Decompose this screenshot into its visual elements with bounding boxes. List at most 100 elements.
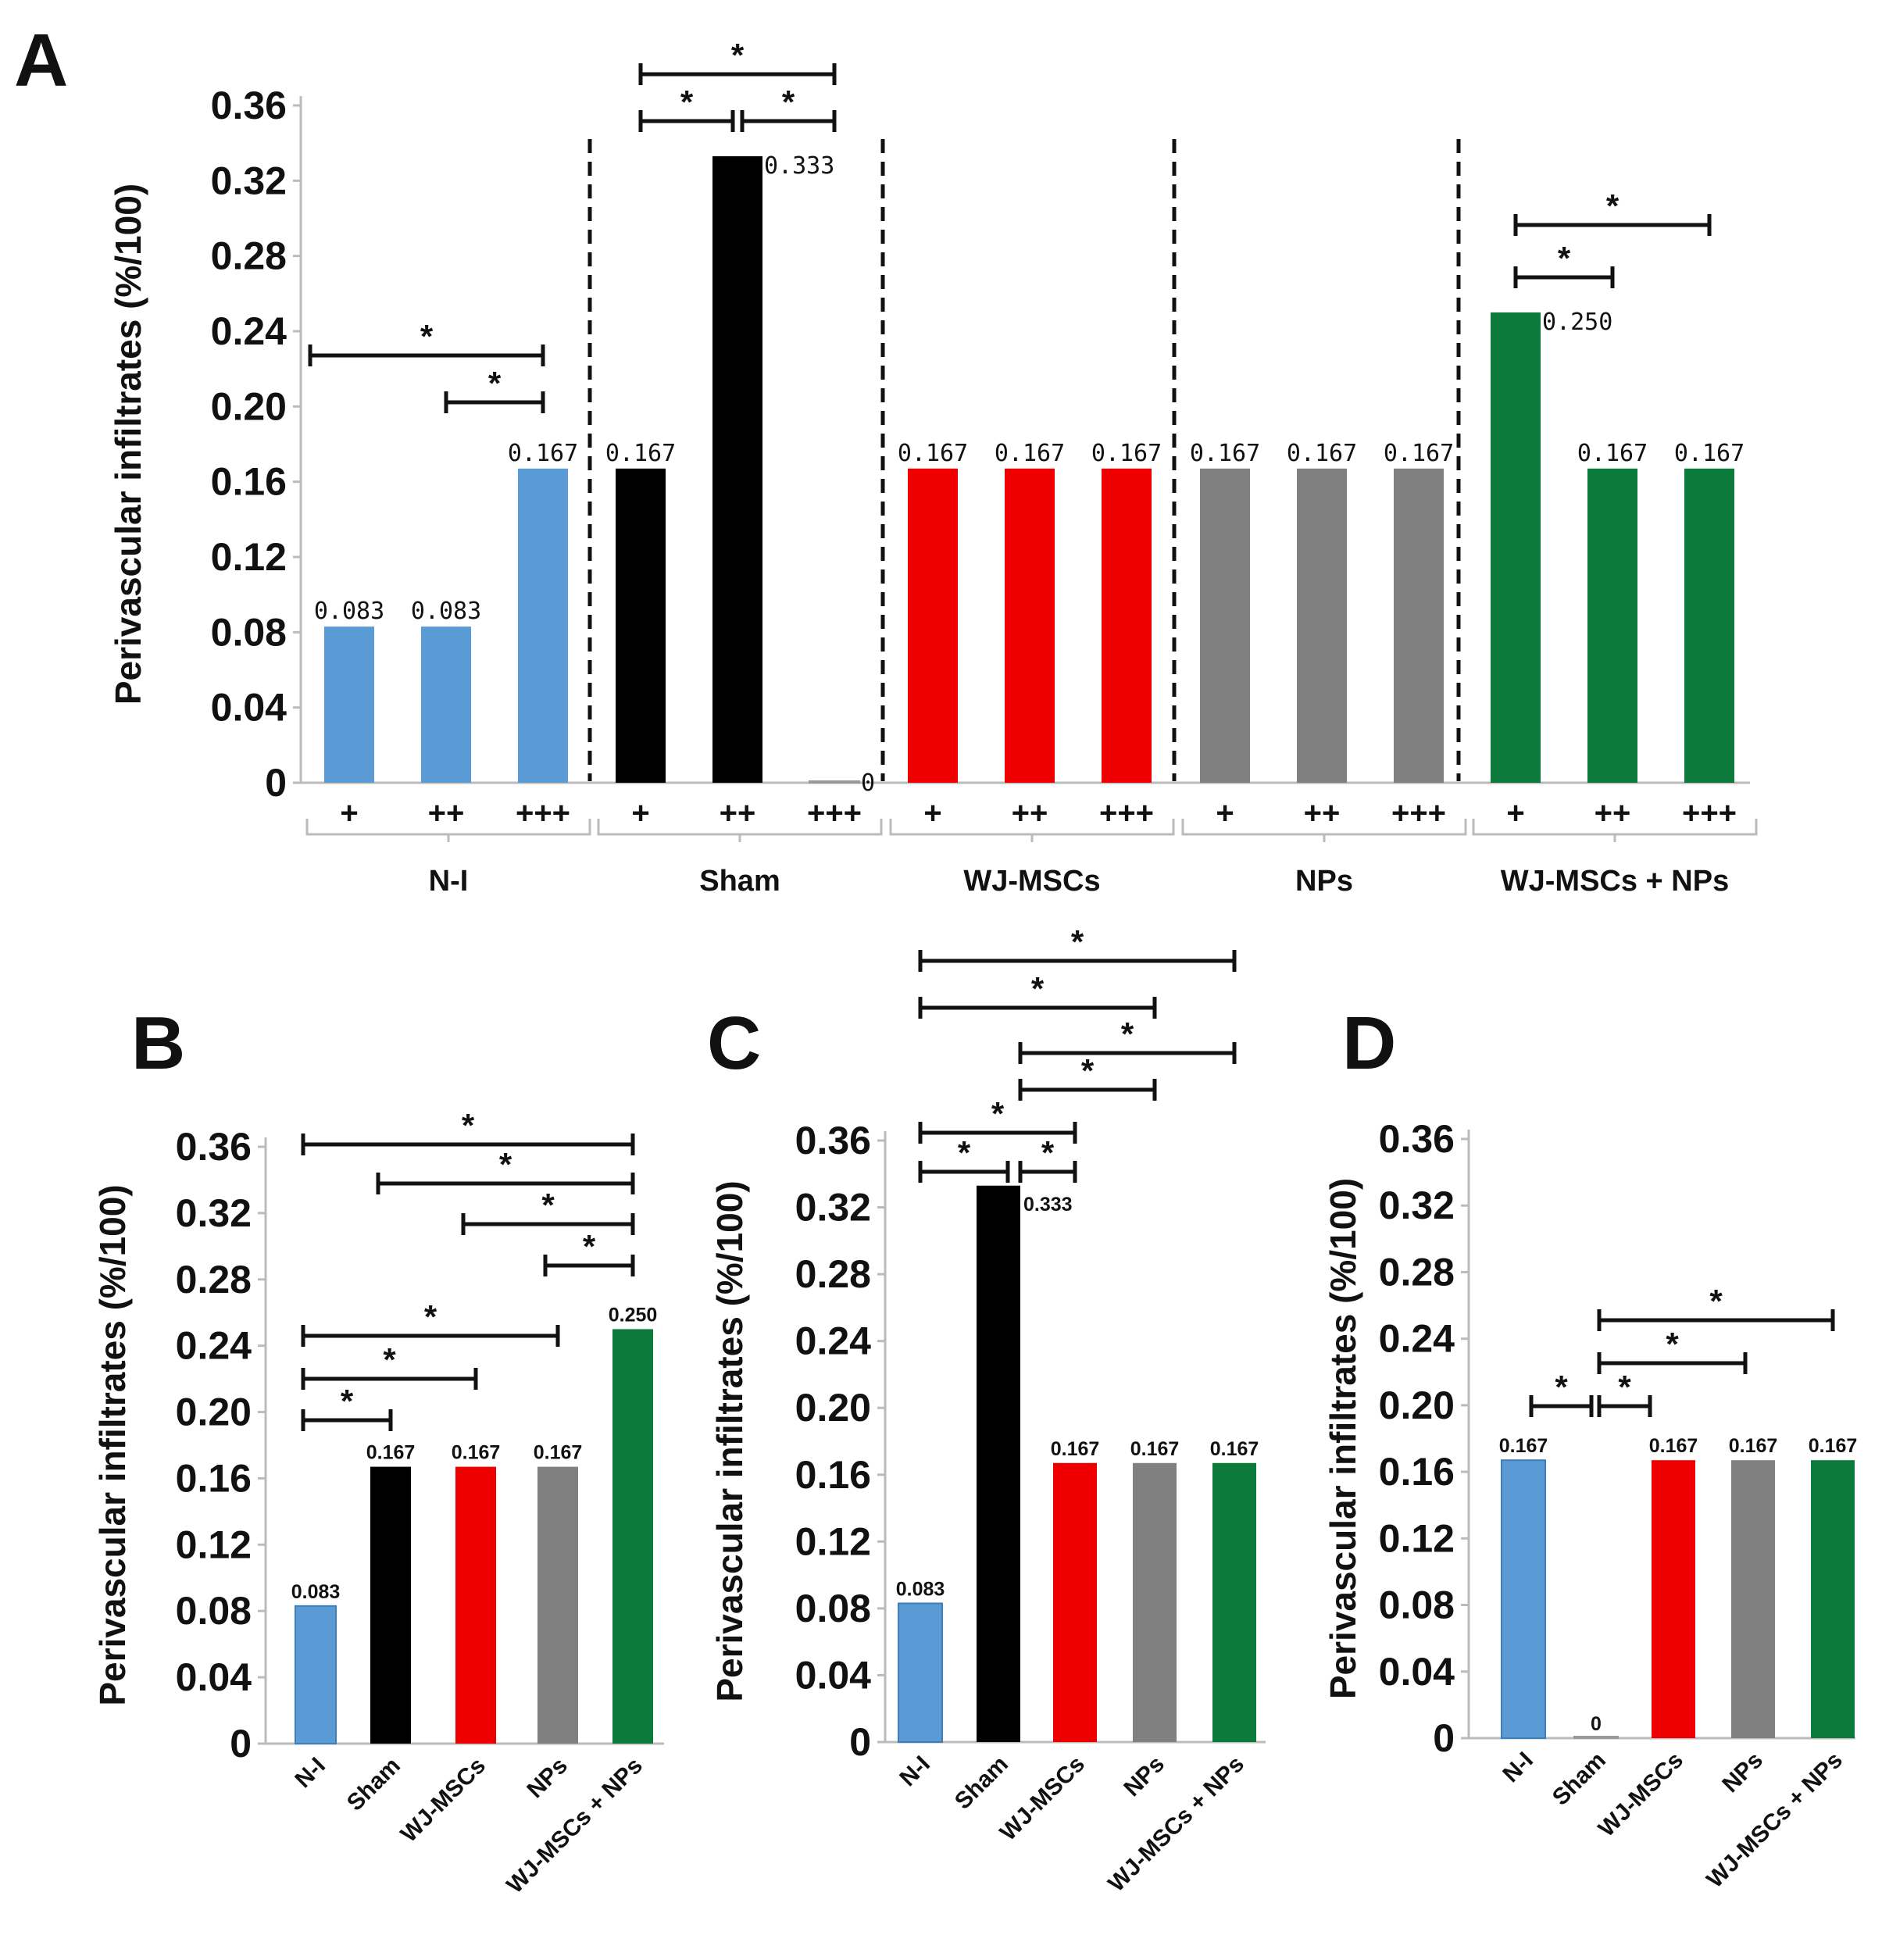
bar-N-I-+++ — [518, 468, 568, 783]
significance-bracket-star: * — [499, 1146, 512, 1183]
y-axis-title: Perivascular infiltrates (%/100) — [92, 1184, 133, 1705]
significance-bracket-star: * — [424, 1298, 437, 1335]
y-tick-label: 0.16 — [211, 460, 287, 504]
x-category-label: N-I — [1498, 1748, 1538, 1788]
y-tick-label: 0.24 — [1379, 1317, 1455, 1361]
y-tick-label: 0.24 — [795, 1319, 872, 1363]
bar-Sham-++ — [712, 156, 762, 783]
panel-letter-b: B — [131, 1001, 185, 1085]
y-axis-title: Perivascular infiltrates (%/100) — [1323, 1178, 1363, 1699]
y-tick-label: 0.24 — [211, 309, 287, 353]
bar-N-I-++ — [421, 627, 471, 783]
y-tick-label: 0.04 — [211, 686, 287, 730]
y-tick-label: 0.12 — [1379, 1516, 1455, 1560]
y-tick-label: 0.28 — [795, 1252, 871, 1296]
y-tick-label: 0.36 — [176, 1125, 252, 1169]
data-label: 0.333 — [764, 152, 834, 180]
significance-bracket-star: * — [488, 365, 502, 402]
y-tick-label: 0.32 — [176, 1191, 252, 1235]
data-label: 0.167 — [1809, 1435, 1858, 1457]
significance-bracket-star: * — [782, 84, 795, 120]
data-label: 0.167 — [1091, 440, 1162, 467]
y-tick-label: 0.28 — [176, 1258, 252, 1301]
significance-bracket-star: * — [1618, 1369, 1631, 1405]
y-tick-label: 0 — [849, 1720, 871, 1764]
bar-WJ-MSCs-++ — [1005, 468, 1055, 783]
data-label: 0.083 — [314, 598, 384, 625]
sub-category-label: +++ — [516, 796, 570, 830]
y-tick-label: 0.08 — [211, 610, 287, 654]
sub-category-label: + — [340, 796, 358, 830]
bar-N-I — [295, 1605, 337, 1744]
significance-bracket-star: * — [1031, 970, 1045, 1007]
y-tick-label: 0.28 — [1379, 1250, 1455, 1294]
significance-bracket-star: * — [1709, 1283, 1723, 1319]
sub-category-label: ++ — [1595, 796, 1631, 830]
data-label: 0.250 — [609, 1304, 658, 1326]
bar-WJ-MSCs + NPs — [612, 1329, 653, 1744]
significance-bracket-star: * — [1121, 1016, 1134, 1052]
sub-category-label: ++ — [1012, 796, 1048, 830]
significance-bracket-star: * — [1041, 1134, 1055, 1171]
significance-bracket-star: * — [1606, 187, 1620, 224]
bar-WJ-MSCs + NPs — [1212, 1462, 1256, 1742]
bar-WJ-MSCs + NPs-+ — [1491, 312, 1541, 784]
data-label: 0.167 — [1130, 1438, 1180, 1460]
significance-bracket-star: * — [680, 84, 694, 120]
significance-bracket-star: * — [1555, 1369, 1568, 1405]
bar-NPs-++ — [1297, 468, 1347, 783]
significance-bracket-star: * — [958, 1134, 971, 1171]
y-tick-label: 0.04 — [795, 1653, 872, 1697]
x-category-label: WJ-MSCs + NPs — [1702, 1748, 1848, 1894]
sub-category-label: + — [923, 796, 941, 830]
y-tick-label: 0.32 — [1379, 1183, 1455, 1227]
y-tick-label: 0.12 — [211, 535, 287, 579]
sub-category-label: +++ — [1099, 796, 1154, 830]
y-tick-label: 0.16 — [1379, 1450, 1455, 1494]
data-label: 0.167 — [508, 440, 578, 467]
x-category-label: N-I — [290, 1753, 330, 1794]
significance-bracket-star: * — [731, 37, 745, 73]
y-tick-label: 0.36 — [211, 84, 287, 127]
significance-bracket-star: * — [1081, 1052, 1095, 1089]
y-tick-label: 0 — [230, 1722, 252, 1765]
bar-Sham-+ — [616, 468, 666, 783]
data-label: 0.333 — [1023, 1194, 1073, 1216]
y-tick-label: 0.12 — [795, 1519, 871, 1563]
significance-bracket-star: * — [1558, 240, 1571, 277]
bar-NPs-+ — [1200, 468, 1250, 783]
sub-category-label: +++ — [807, 796, 862, 830]
bar-WJ-MSCs-+++ — [1102, 468, 1152, 783]
y-tick-label: 0.36 — [1379, 1117, 1455, 1161]
significance-bracket-star: * — [541, 1187, 555, 1223]
y-tick-label: 0.12 — [176, 1523, 252, 1566]
x-category-label: WJ-MSCs — [995, 1751, 1090, 1846]
data-label: 0.167 — [1051, 1438, 1100, 1460]
data-label: 0.167 — [452, 1442, 501, 1464]
data-label: 0.167 — [995, 440, 1065, 467]
data-label: 0.167 — [1674, 440, 1745, 467]
x-category-label: Sham — [342, 1753, 405, 1816]
panel-d-chart: D 0 0.04 0.08 0.12 0.16 0.20 0.24 0.28 0.32 0.36 Pe… — [1323, 1001, 1857, 1893]
sub-category-label: + — [631, 796, 649, 830]
data-label: 0.167 — [1287, 440, 1357, 467]
significance-bracket-star: * — [420, 318, 434, 355]
data-label: 0 — [1591, 1713, 1602, 1735]
x-category-label: NPs — [522, 1753, 573, 1804]
y-tick-label: 0.04 — [1379, 1650, 1455, 1694]
bar-Sham — [370, 1466, 411, 1744]
data-label: 0.250 — [1542, 309, 1612, 336]
significance-bracket-star: * — [341, 1383, 354, 1419]
group-label: N-I — [429, 865, 469, 898]
y-tick-label: 0.08 — [1379, 1583, 1455, 1627]
y-tick-label: 0.16 — [795, 1453, 871, 1497]
y-tick-label: 0.20 — [211, 384, 287, 428]
bar-Sham — [1573, 1736, 1619, 1739]
data-label: 0.083 — [411, 598, 481, 625]
x-category-label: WJ-MSCs + NPs — [502, 1753, 648, 1899]
y-tick-label: 0.32 — [795, 1186, 871, 1230]
sub-category-label: + — [1216, 796, 1234, 830]
bar-N-I — [898, 1602, 943, 1743]
bar-WJ-MSCs — [1053, 1462, 1097, 1742]
bar-NPs — [1731, 1460, 1775, 1738]
